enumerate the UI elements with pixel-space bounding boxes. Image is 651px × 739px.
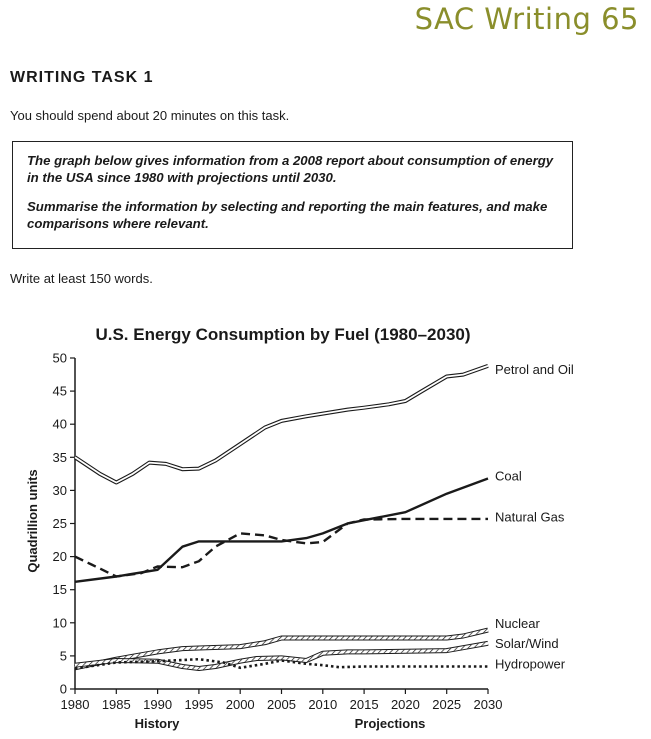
series-line-inner: [74, 365, 489, 484]
series-line: [74, 477, 489, 583]
x-tick-label: 2020: [391, 697, 420, 712]
task-title: WRITING TASK 1: [10, 69, 154, 86]
x-tick-label: 1995: [184, 697, 213, 712]
x-tick-label: 1980: [61, 697, 90, 712]
x-tick-label: 1990: [143, 697, 172, 712]
time-instruction: You should spend about 20 minutes on thi…: [10, 108, 290, 123]
series-label-nuclear: Nuclear: [495, 616, 540, 631]
series-label-hydropower: Hydropower: [495, 656, 566, 671]
x-section-projections: Projections: [355, 716, 426, 731]
task-prompt-directive: Summarise the information by selecting a…: [27, 199, 548, 231]
series-label-petrol-and-oil: Petrol and Oil: [495, 362, 574, 377]
y-tick-label: 5: [60, 648, 67, 663]
task-prompt-box: The graph below gives information from a…: [12, 141, 573, 249]
energy-line-chart: U.S. Energy Consumption by Fuel (1980–20…: [25, 325, 574, 731]
series-petrol-and-oil: [73, 364, 489, 485]
x-tick-label: 2025: [432, 697, 461, 712]
brand-title: SAC Writing 65: [414, 2, 639, 36]
series-label-coal: Coal: [495, 468, 522, 483]
y-tick-label: 30: [53, 483, 67, 498]
series-hydropower: [74, 657, 488, 670]
series-line-outer: [73, 364, 489, 485]
x-tick-label: 1985: [102, 697, 131, 712]
chart-title: U.S. Energy Consumption by Fuel (1980–20…: [95, 325, 470, 344]
task-prompt-description: The graph below gives information from a…: [27, 153, 554, 185]
x-tick-label: 2000: [226, 697, 255, 712]
series-coal: [74, 477, 489, 583]
series-solar-wind: [74, 640, 489, 671]
y-tick-label: 20: [53, 549, 67, 564]
series-nuclear: [74, 627, 489, 671]
series-line-hatch: [74, 628, 489, 670]
series-label-natural-gas: Natural Gas: [495, 509, 565, 524]
y-tick-label: 45: [53, 384, 67, 399]
y-tick-label: 0: [60, 682, 67, 697]
y-tick-label: 35: [53, 450, 67, 465]
y-axis-label: Quadrillion units: [25, 469, 40, 572]
y-tick-label: 25: [53, 516, 67, 531]
x-tick-label: 2030: [474, 697, 503, 712]
series-line: [74, 517, 488, 578]
y-tick-label: 50: [53, 351, 67, 366]
y-tick-label: 15: [53, 582, 67, 597]
x-tick-label: 2010: [308, 697, 337, 712]
x-section-history: History: [135, 716, 181, 731]
x-tick-label: 2005: [267, 697, 296, 712]
x-tick-label: 2015: [350, 697, 379, 712]
y-tick-label: 10: [53, 615, 67, 630]
series-natural-gas: [74, 517, 488, 578]
series-label-solar-wind: Solar/Wind: [495, 636, 559, 651]
series-line: [74, 657, 488, 670]
series-line-hatch: [74, 641, 489, 670]
word-count-instruction: Write at least 150 words.: [10, 271, 153, 286]
y-tick-label: 40: [53, 417, 67, 432]
